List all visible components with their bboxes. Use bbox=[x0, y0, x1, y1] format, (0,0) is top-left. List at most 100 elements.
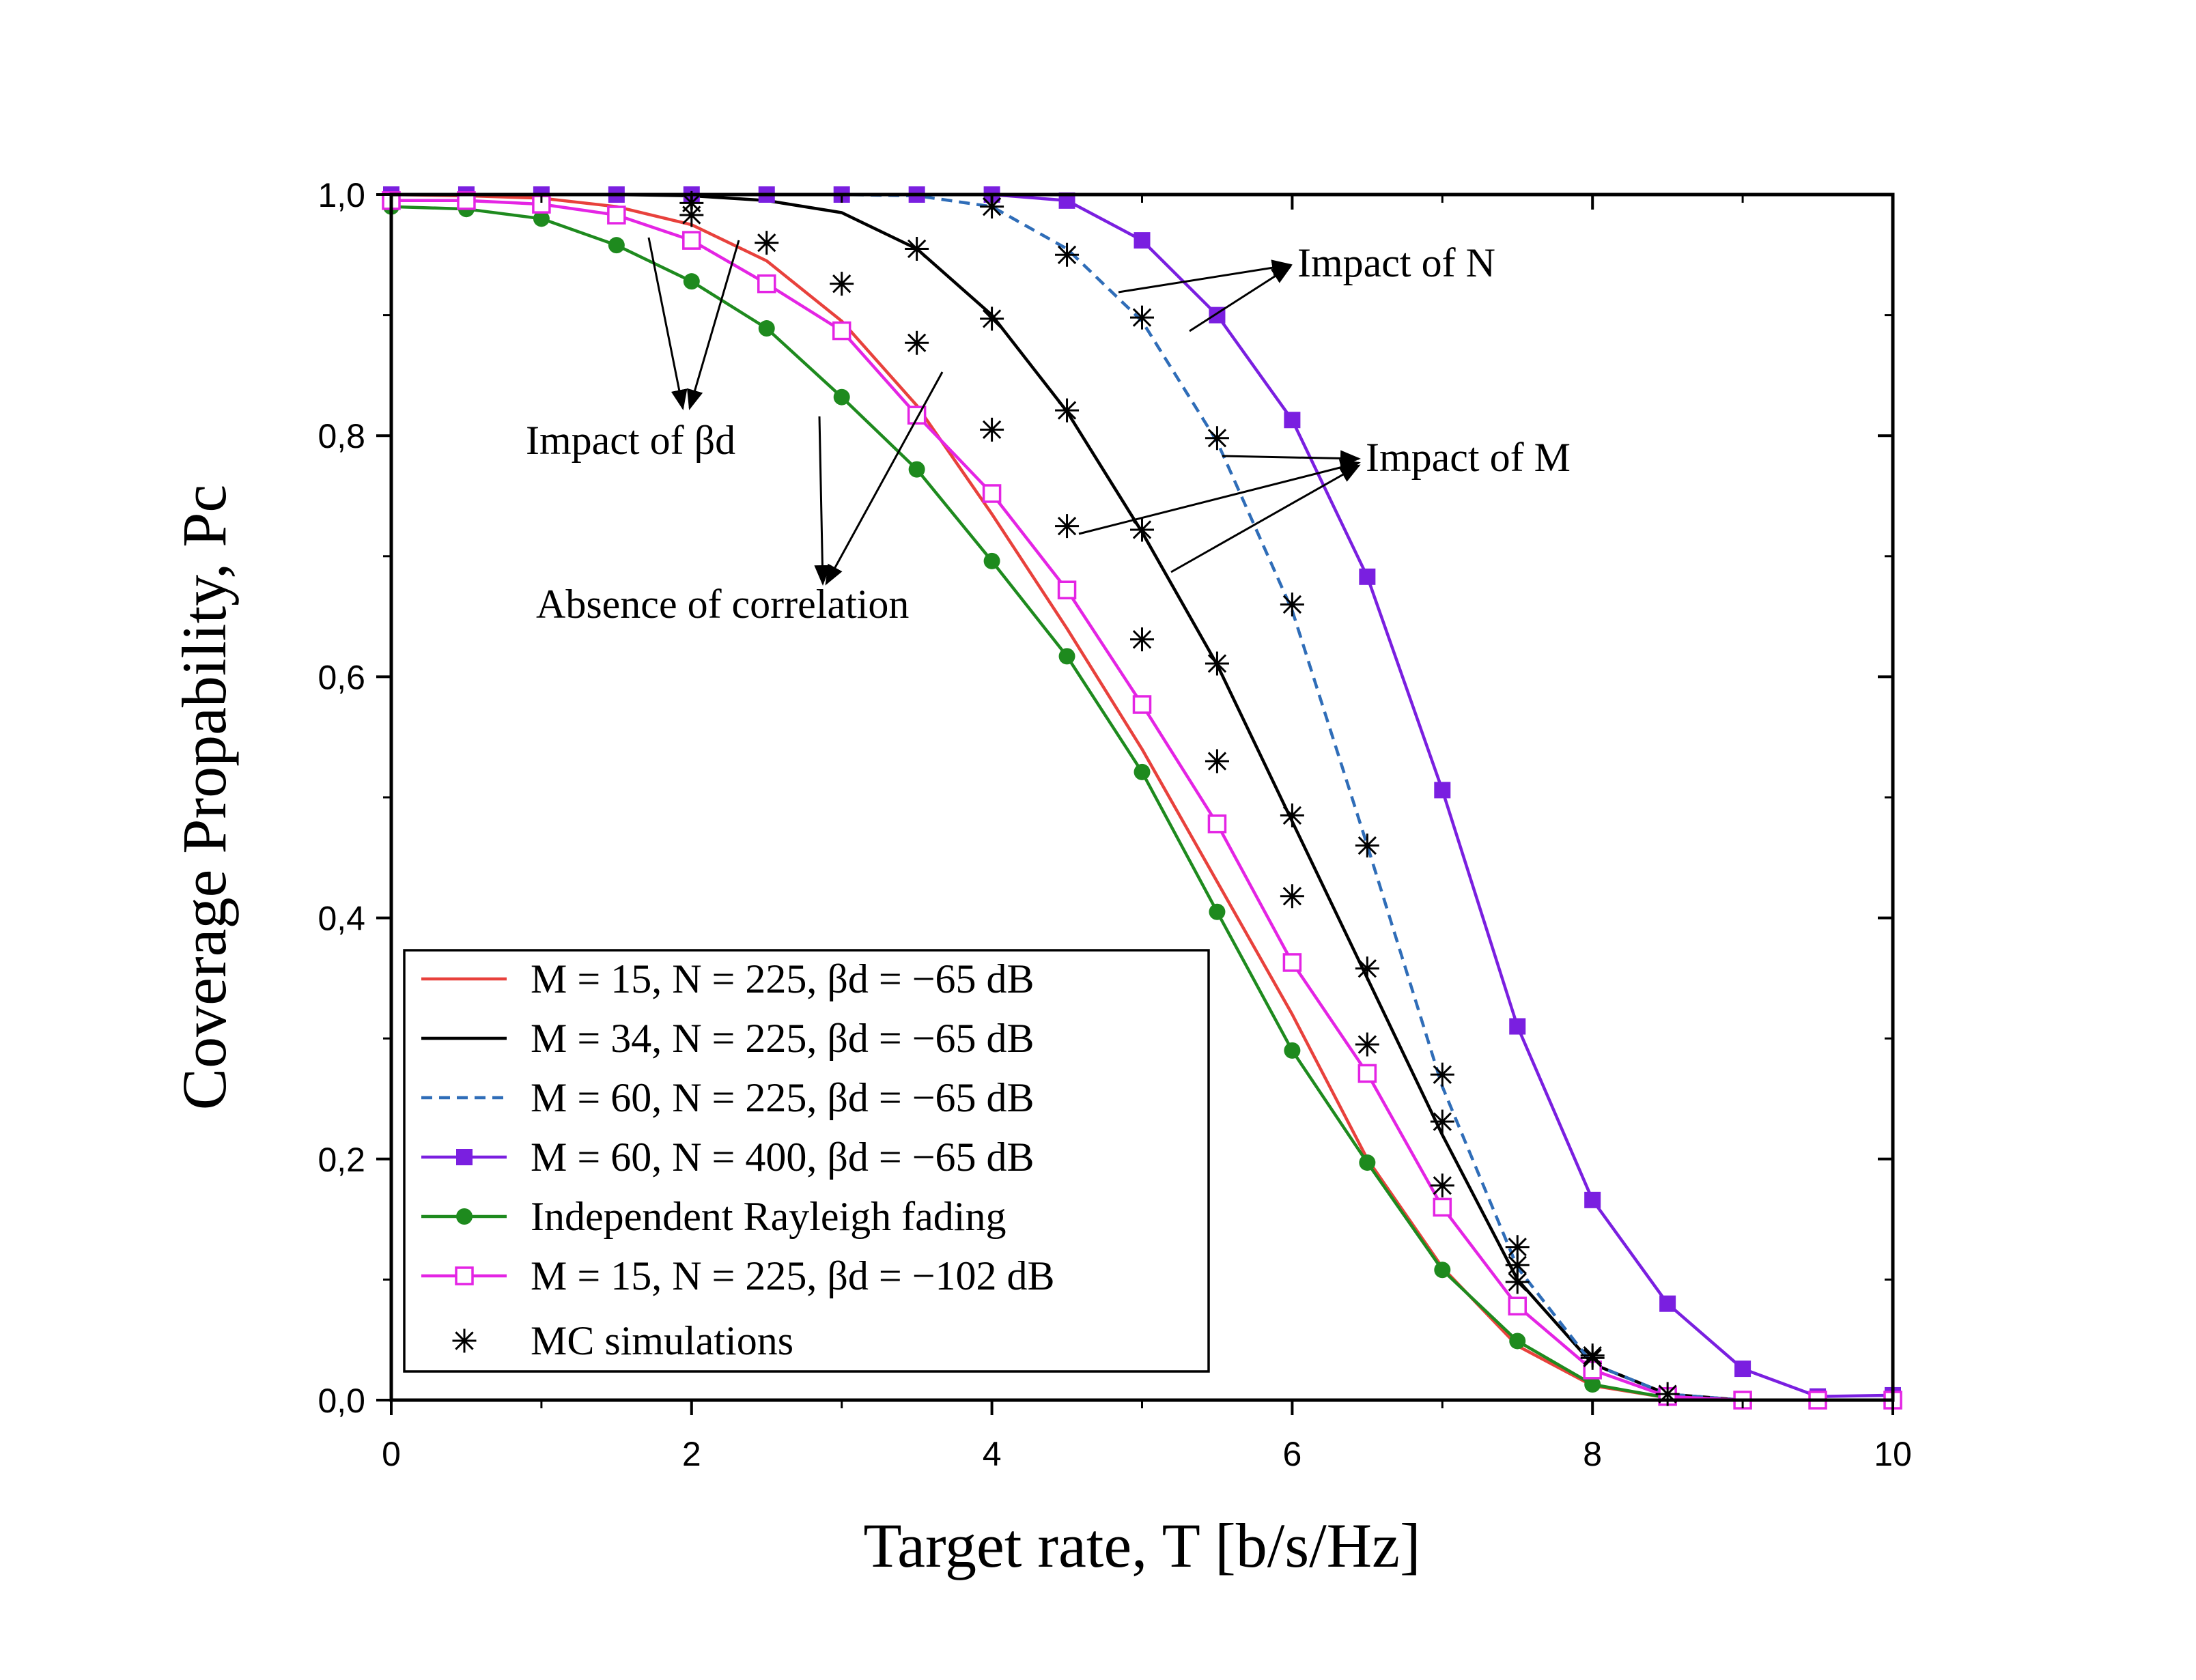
data-point-6-1 bbox=[755, 231, 779, 255]
data-point-6-26 bbox=[1055, 242, 1080, 267]
legend-entry-6: MC simulations bbox=[452, 1318, 793, 1363]
data-point-4-8 bbox=[983, 552, 1000, 569]
data-point-5-3 bbox=[607, 205, 626, 225]
data-point-6-18 bbox=[1205, 651, 1229, 676]
data-point-5-6 bbox=[832, 321, 851, 341]
annotation-arrow-0 bbox=[1118, 259, 1293, 294]
data-point-4-15 bbox=[1509, 1333, 1526, 1350]
legend-label-5: M = 15, N = 225, βd = −102 dB bbox=[531, 1253, 1055, 1298]
legend-label-1: M = 34, N = 225, βd = −65 dB bbox=[531, 1016, 1034, 1061]
legend-entry-0: M = 15, N = 225, βd = −65 dB bbox=[421, 956, 1034, 1001]
data-point-4-12 bbox=[1284, 1042, 1301, 1059]
legend-entry-5: M = 15, N = 225, βd = −102 dB bbox=[421, 1253, 1055, 1298]
data-point-4-16 bbox=[1584, 1376, 1601, 1393]
x-tick-label-5: 10 bbox=[1874, 1435, 1912, 1473]
data-point-6-10 bbox=[1430, 1173, 1454, 1198]
data-point-3-13 bbox=[1359, 568, 1376, 585]
annotation-label-0: Impact of N bbox=[1297, 240, 1495, 285]
data-point-4-14 bbox=[1434, 1262, 1451, 1279]
legend-entry-1: M = 34, N = 225, βd = −65 dB bbox=[421, 1016, 1034, 1061]
data-point-5-4 bbox=[682, 231, 701, 250]
y-axis-title: Coverage Propability, Pc bbox=[169, 485, 239, 1110]
annotation-label-1: Impact of M bbox=[1366, 435, 1571, 480]
legend-entry-3: M = 60, N = 400, βd = −65 dB bbox=[421, 1135, 1034, 1180]
annotation-label-2: Impact of βd bbox=[526, 418, 735, 463]
data-point-4-2 bbox=[533, 210, 550, 227]
data-point-6-23 bbox=[1580, 1343, 1605, 1368]
data-point-6-27 bbox=[1130, 305, 1154, 330]
data-point-5-15 bbox=[1508, 1296, 1527, 1316]
legend: M = 15, N = 225, βd = −65 dB M = 34, N = … bbox=[403, 949, 1210, 1373]
legend-entry-4: Independent Rayleigh fading bbox=[421, 1194, 1006, 1239]
legend-marker-5 bbox=[455, 1266, 474, 1285]
data-point-6-20 bbox=[1355, 956, 1379, 981]
y-tick-label-0: 0,0 bbox=[318, 1382, 365, 1420]
data-point-6-19 bbox=[1280, 803, 1304, 827]
x-axis-title: Target rate, T [b/s/Hz] bbox=[863, 1511, 1420, 1580]
data-point-6-30 bbox=[1355, 834, 1379, 858]
data-point-3-10 bbox=[1134, 232, 1151, 249]
data-point-6-11 bbox=[1505, 1270, 1530, 1294]
annotation-arrow-8 bbox=[825, 371, 944, 586]
data-point-5-10 bbox=[1132, 695, 1152, 714]
data-point-3-12 bbox=[1284, 412, 1301, 429]
data-point-3-16 bbox=[1584, 1191, 1601, 1208]
data-point-5-11 bbox=[1207, 814, 1227, 834]
legend-marker-3 bbox=[456, 1149, 473, 1165]
annotation-arrow-2 bbox=[1222, 450, 1361, 467]
annotation-arrow-6 bbox=[687, 240, 740, 410]
legend-entry-2: M = 60, N = 225, βd = −65 dB bbox=[421, 1075, 1034, 1120]
legend-marker-6 bbox=[452, 1328, 477, 1353]
data-point-6-15 bbox=[980, 307, 1004, 331]
legend-label-3: M = 60, N = 400, βd = −65 dB bbox=[531, 1135, 1034, 1180]
data-point-4-7 bbox=[908, 461, 925, 478]
data-point-5-13 bbox=[1357, 1064, 1377, 1083]
x-tick-label-0: 0 bbox=[382, 1435, 401, 1473]
data-point-6-8 bbox=[1280, 884, 1304, 909]
legend-label-4: Independent Rayleigh fading bbox=[531, 1194, 1006, 1239]
x-tick-label-1: 2 bbox=[682, 1435, 701, 1473]
data-point-4-13 bbox=[1359, 1154, 1376, 1171]
data-point-6-5 bbox=[1055, 514, 1080, 539]
data-point-6-7 bbox=[1205, 749, 1229, 773]
data-point-6-9 bbox=[1355, 1032, 1379, 1057]
annotation-arrow-7 bbox=[814, 416, 831, 586]
data-point-6-4 bbox=[980, 417, 1004, 442]
data-point-6-2 bbox=[830, 272, 854, 296]
data-point-4-5 bbox=[758, 320, 775, 337]
data-point-5-8 bbox=[982, 484, 1002, 503]
annotation-arrow-1 bbox=[1189, 265, 1293, 332]
data-point-5-12 bbox=[1282, 953, 1302, 972]
data-point-3-15 bbox=[1509, 1018, 1526, 1035]
data-point-6-14 bbox=[905, 236, 929, 261]
x-tick-label-2: 4 bbox=[983, 1435, 1002, 1473]
axes: 0 2 4 6 8 10 0,0 0,2 0,4 0,6 0,8 1,0 Target rate, T … bbox=[169, 176, 1912, 1580]
annotation-arrow-5 bbox=[647, 237, 688, 410]
x-tick-label-4: 8 bbox=[1583, 1435, 1602, 1473]
y-tick-label-1: 0,2 bbox=[318, 1141, 365, 1179]
data-point-5-9 bbox=[1057, 580, 1077, 599]
data-point-6-24 bbox=[679, 203, 704, 227]
annotation-arrow-3 bbox=[1078, 459, 1361, 535]
data-point-6-17 bbox=[1130, 517, 1154, 542]
data-point-4-11 bbox=[1209, 903, 1226, 920]
data-point-6-28 bbox=[1205, 426, 1229, 451]
legend-label-2: M = 60, N = 225, βd = −65 dB bbox=[531, 1075, 1034, 1120]
data-point-6-22 bbox=[1505, 1253, 1530, 1277]
data-point-6-3 bbox=[905, 330, 929, 355]
data-point-6-21 bbox=[1430, 1109, 1454, 1134]
y-tick-label-2: 0,4 bbox=[318, 900, 365, 938]
data-point-3-18 bbox=[1734, 1361, 1751, 1378]
annotation-arrow-4 bbox=[1170, 464, 1361, 573]
data-point-5-14 bbox=[1433, 1197, 1452, 1217]
data-point-3-14 bbox=[1434, 782, 1451, 799]
y-tick-label-3: 0,6 bbox=[318, 658, 365, 696]
data-point-4-3 bbox=[608, 237, 625, 254]
data-point-3-17 bbox=[1659, 1295, 1676, 1312]
data-point-6-29 bbox=[1280, 592, 1304, 616]
data-point-4-4 bbox=[683, 273, 700, 290]
data-point-6-31 bbox=[1430, 1062, 1454, 1087]
legend-marker-4 bbox=[456, 1208, 473, 1225]
y-tick-label-5: 1,0 bbox=[318, 176, 365, 214]
